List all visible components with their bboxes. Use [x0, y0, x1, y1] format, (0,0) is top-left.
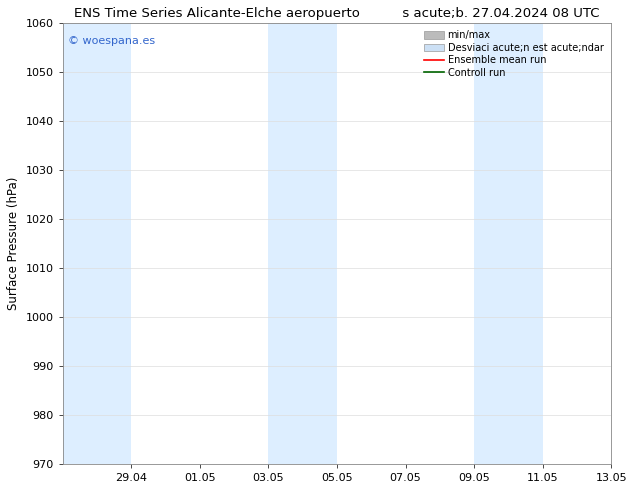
Y-axis label: Surface Pressure (hPa): Surface Pressure (hPa): [7, 176, 20, 310]
Text: © woespana.es: © woespana.es: [68, 36, 155, 46]
Bar: [63, 23, 131, 464]
Bar: [474, 23, 543, 464]
Legend: min/max, Desviaci acute;n est acute;ndar, Ensemble mean run, Controll run: min/max, Desviaci acute;n est acute;ndar…: [422, 27, 606, 80]
Title: ENS Time Series Alicante-Elche aeropuerto          s acute;b. 27.04.2024 08 UTC: ENS Time Series Alicante-Elche aeropuert…: [74, 7, 600, 20]
Bar: [268, 23, 337, 464]
